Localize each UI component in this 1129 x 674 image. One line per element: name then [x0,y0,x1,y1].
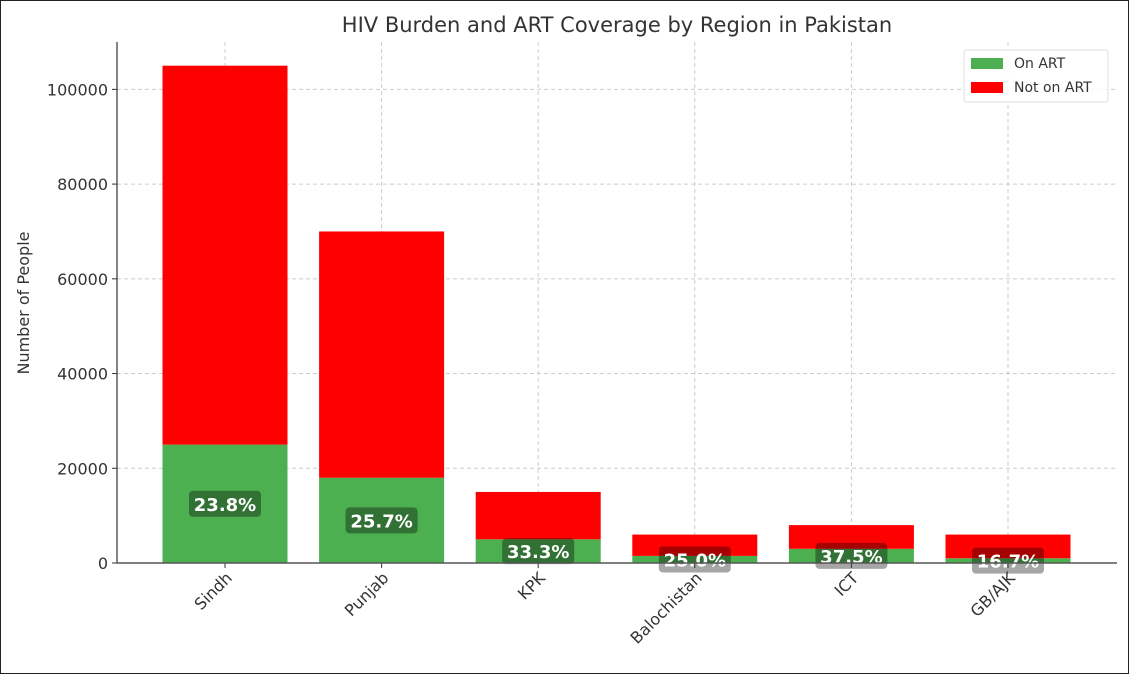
bar-on-art [319,477,445,563]
chart-title: HIV Burden and ART Coverage by Region in… [342,13,892,37]
legend: On ART Not on ART [963,49,1109,103]
data-label: 33.3% [502,538,575,565]
x-tick-label: ICT [831,568,863,600]
x-tick-label: GB/AJK [967,568,1020,621]
bar-on-art [162,444,288,563]
bar-not-on-art [632,534,758,556]
legend-swatch [971,82,1003,93]
y-tick-label: 0 [98,554,108,573]
legend-label: On ART [1014,56,1066,72]
bar-not-on-art [319,231,445,478]
data-label: 25.0% [658,546,731,573]
legend-swatch [971,58,1003,69]
data-label-text: 23.8% [194,495,256,516]
data-label: 23.8% [189,490,261,517]
data-labels: 23.8%25.7%33.3% 25.0% 37.5% 16.7% [189,490,1044,574]
data-label: 25.7% [345,507,418,534]
data-label-text: 16.7% [977,552,1039,573]
bar-on-art [632,555,758,563]
data-label-text: 25.7% [350,511,412,532]
y-tick-label: 80000 [57,175,108,194]
y-axis-label: Number of People [14,231,33,374]
data-label-text: 25.0% [664,550,726,571]
bar-on-art [945,558,1071,563]
data-label-box [502,538,575,565]
bars [162,65,1071,563]
x-tick-label: KPK [514,568,549,603]
x-tick-label: Punjab [341,568,393,620]
legend-label: Not on ART [1014,80,1092,96]
y-tick-label: 40000 [57,365,108,384]
bar-not-on-art [475,491,601,540]
data-label-box [345,507,418,534]
data-label-text: 33.3% [507,542,569,563]
x-tick-label: Balochistan [626,568,705,647]
bar-not-on-art [788,525,914,549]
x-tick-label: Sindh [191,568,236,613]
data-label-box [658,546,731,573]
y-tick-label: 60000 [57,270,108,289]
data-label-box [972,547,1044,574]
bar-on-art [475,539,601,563]
bar-not-on-art [162,65,288,445]
bar-not-on-art [945,534,1071,559]
y-tick-label: 100000 [47,80,108,99]
y-tick-label: 20000 [57,459,108,478]
data-label-box [189,490,261,517]
bar-on-art [788,548,914,563]
data-label: 16.7% [972,547,1044,574]
